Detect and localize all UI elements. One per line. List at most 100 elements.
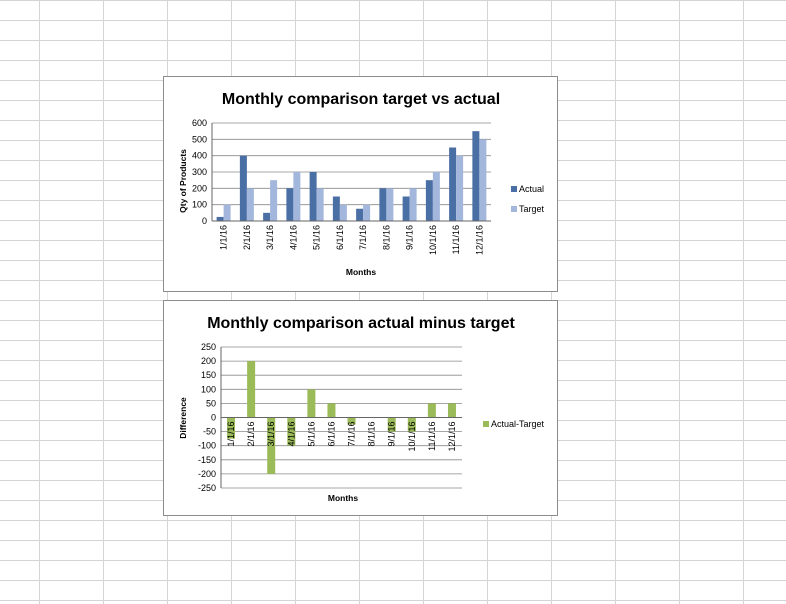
chart2-y-tick-label: 50 [206, 398, 216, 408]
chart1-bar-target-7 [363, 204, 371, 221]
chart2-legend-swatch [483, 421, 489, 427]
chart1-bar-actual-2 [239, 155, 247, 221]
chart1-y-tick-label: 400 [192, 151, 207, 161]
chart2-y-tick-label: 150 [201, 370, 216, 380]
chart2-axes [220, 347, 462, 488]
chart2-bar-actual-target-12 [447, 403, 456, 418]
chart1-axes [211, 123, 491, 222]
chart1-x-tick-label: 9/1/16 [405, 225, 415, 250]
chart2-y-tick-label: 100 [201, 384, 216, 394]
chart2-bar-actual-target-10 [407, 417, 416, 432]
chart1-bar-target-10 [432, 172, 440, 221]
chart1-bar-actual-5 [309, 172, 317, 221]
chart2-bar-actual-target-4 [287, 417, 296, 446]
chart1-x-tick-label: 2/1/16 [242, 225, 252, 250]
chart1-title: Monthly comparison target vs actual [222, 91, 500, 108]
chart2-x-tick-label: 4/1/16 [286, 422, 296, 447]
chart1-x-tick-label: 7/1/16 [358, 225, 368, 250]
chart1-x-axis-label: Months [346, 267, 376, 277]
chart1-bar-target-1 [223, 204, 231, 221]
chart2-y-tick-label: -150 [198, 455, 216, 465]
chart2-bars [227, 361, 456, 474]
chart2-x-tick-label: 9/1/16 [387, 422, 397, 447]
chart2-title: Monthly comparison actual minus target [207, 315, 515, 332]
chart2-bar-actual-target-6 [327, 403, 336, 418]
chart1-legend: Actual Target [511, 184, 545, 214]
chart1-bar-actual-3 [263, 212, 271, 221]
chart2-bar-actual-target-3 [267, 417, 276, 474]
chart1-x-tick-label: 12/1/16 [474, 225, 484, 255]
chart2-y-tick-label: -100 [198, 441, 216, 451]
chart1-bar-actual-11 [449, 147, 457, 221]
chart1-bar-target-3 [270, 180, 278, 221]
chart2-x-tick-label: 6/1/16 [326, 422, 336, 447]
chart2-x-tick-label: 10/1/16 [407, 422, 417, 452]
chart2-bar-actual-target-11 [427, 403, 436, 418]
chart1-legend-label: Target [519, 204, 545, 214]
chart1-bar-actual-8 [379, 188, 387, 221]
chart2-x-tick-label: 1/1/16 [226, 422, 236, 447]
chart1-y-tick-label: 600 [192, 118, 207, 128]
chart1-bar-actual-12 [472, 131, 480, 221]
chart1-bar-actual-10 [425, 180, 433, 221]
chart2-x-tick-label: 12/1/16 [447, 422, 457, 452]
chart1-x-tick-label: 10/1/16 [428, 225, 438, 255]
chart2-x-tick-label: 7/1/16 [347, 422, 357, 447]
chart1-bars [216, 131, 487, 221]
chart2-bar-actual-target-7 [347, 417, 356, 425]
chart2-legend-label: Actual-Target [491, 419, 545, 429]
chart1-bar-target-5 [316, 188, 324, 221]
chart2-y-tick-label: 200 [201, 356, 216, 366]
chart2-x-tick-label: 5/1/16 [306, 422, 316, 447]
chart1-y-tick-label: 500 [192, 134, 207, 144]
chart2-tick-labels: -250 -200 -150 -100 -50 0 50 100 150 200 250 1/1/16… [198, 342, 457, 493]
chart2-y-tick-label: 250 [201, 342, 216, 352]
chart1-x-tick-label: 4/1/16 [288, 225, 298, 250]
chart1-bar-actual-1 [216, 216, 224, 221]
chart2-gridlines [221, 346, 462, 489]
chart2-legend: Actual-Target [483, 419, 545, 429]
chart2-x-tick-label: 3/1/16 [266, 422, 276, 447]
chart1-bar-actual-7 [356, 208, 364, 221]
chart2-svg: Monthly comparison actual minus target M… [178, 315, 545, 503]
chart2-bar-actual-target-1 [227, 417, 236, 439]
chart2-y-axis-label: Difference [178, 397, 188, 439]
chart1-bar-actual-9 [402, 196, 410, 221]
chart2-x-tick-label: 8/1/16 [367, 422, 377, 447]
chart2-bar-actual-target-5 [307, 389, 316, 418]
chart2-y-tick-label: -250 [198, 483, 216, 493]
chart1-tick-labels: 0 100 200 300 400 500 600 1/1/16 2/1/16 3/1/16 4/1… [192, 118, 484, 255]
chart2-bar-actual-target-9 [387, 417, 396, 432]
chart1-legend-swatch [511, 206, 517, 212]
chart1-bar-target-12 [479, 139, 487, 221]
chart1-bar-target-9 [409, 188, 417, 221]
chart1-svg: Monthly comparison target vs actual Mont… [178, 91, 545, 277]
chart2-y-tick-label: -50 [203, 427, 216, 437]
chart2-x-tick-label: 11/1/16 [427, 422, 437, 451]
chart1-y-tick-label: 300 [192, 167, 207, 177]
chart1-x-tick-label: 5/1/16 [312, 225, 322, 250]
chart1-bar-target-2 [246, 188, 254, 221]
chart2-bar-actual-target-2 [247, 361, 256, 418]
chart1-y-tick-label: 200 [192, 183, 207, 193]
chart2-x-axis-label: Months [328, 493, 358, 503]
chart1-x-tick-label: 11/1/16 [451, 225, 461, 254]
chart-actual-minus-target[interactable]: Monthly comparison actual minus target M… [163, 300, 558, 516]
chart1-bar-target-11 [456, 155, 464, 221]
chart1-gridlines [212, 122, 491, 222]
chart1-bar-actual-6 [332, 196, 340, 221]
chart1-y-tick-label: 100 [192, 200, 207, 210]
chart1-bar-actual-4 [286, 188, 294, 221]
chart2-y-tick-label: -200 [198, 469, 216, 479]
chart1-x-tick-label: 3/1/16 [265, 225, 275, 250]
chart1-bar-target-6 [339, 204, 347, 221]
chart2-y-tick-label: 0 [211, 413, 216, 423]
chart1-bar-target-4 [293, 172, 301, 221]
chart1-legend-swatch [511, 186, 517, 192]
chart-target-vs-actual[interactable]: Monthly comparison target vs actual Mont… [163, 76, 558, 292]
chart2-x-tick-label: 2/1/16 [246, 422, 256, 447]
chart1-legend-label: Actual [519, 184, 544, 194]
chart1-x-tick-label: 1/1/16 [219, 225, 229, 250]
chart1-x-tick-label: 6/1/16 [335, 225, 345, 250]
chart1-bar-target-8 [386, 188, 394, 221]
